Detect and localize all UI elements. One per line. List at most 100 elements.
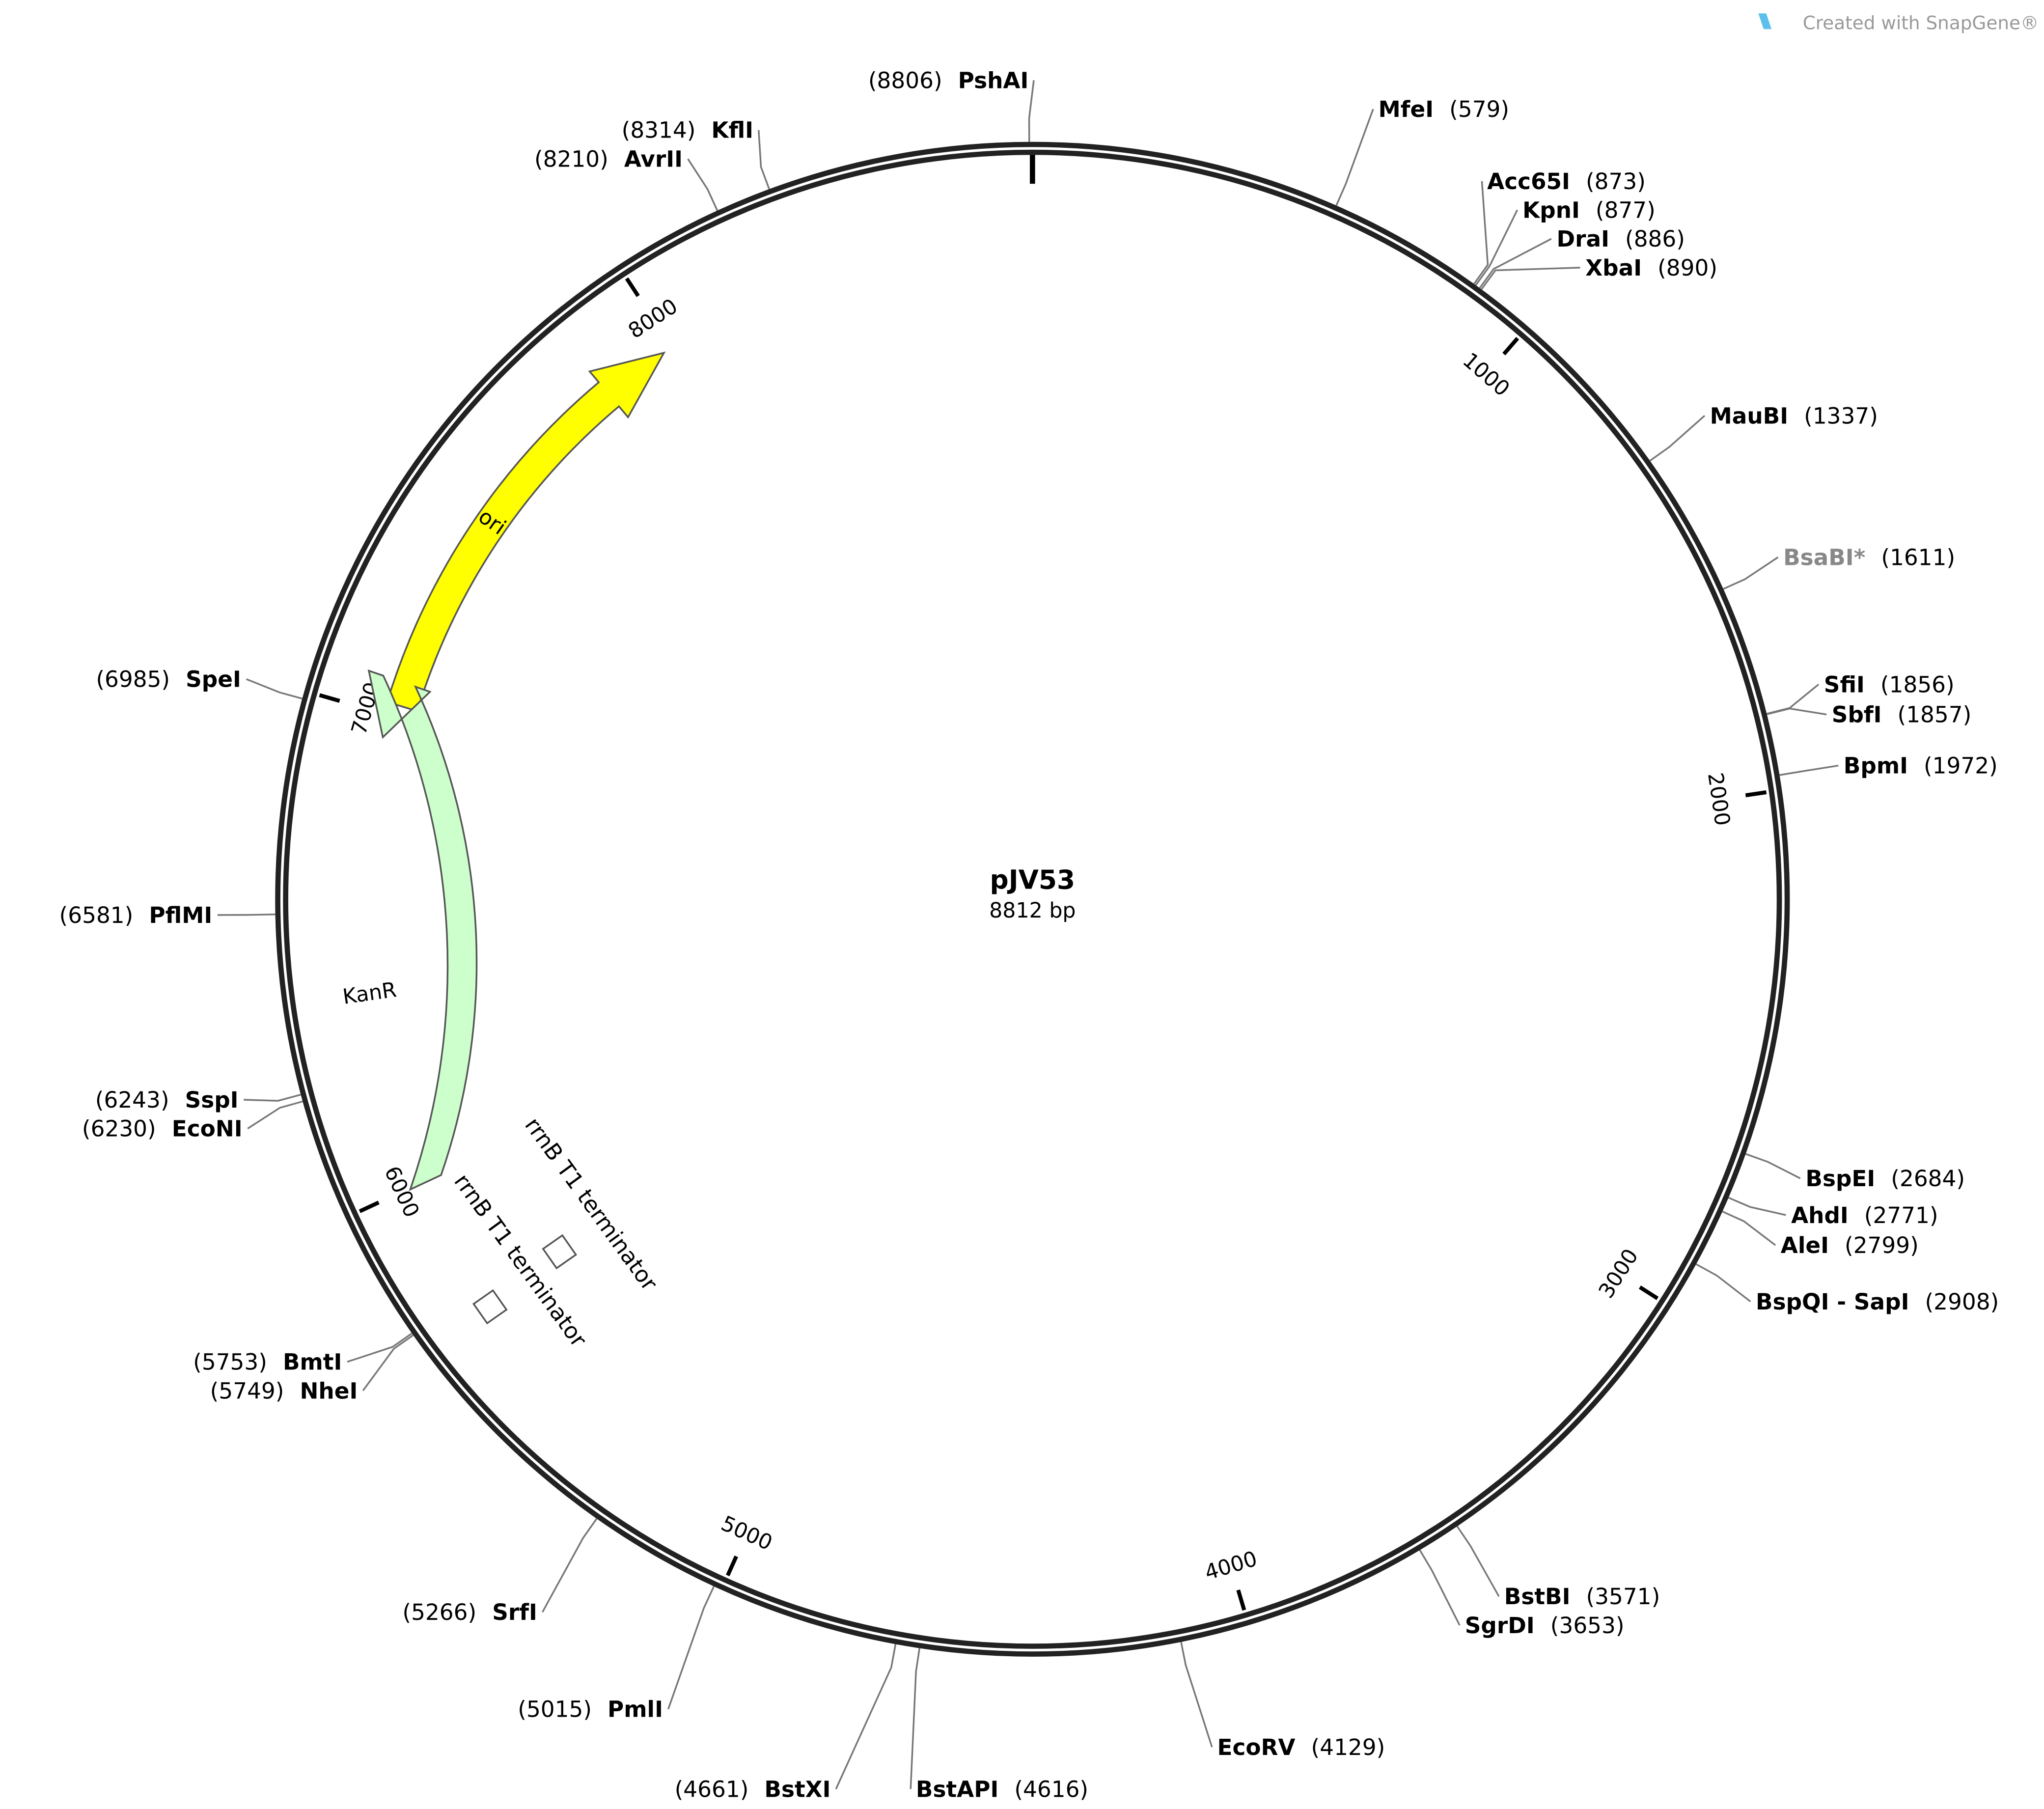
- site-label: BstBI (3571): [1504, 1584, 1660, 1610]
- site-position: (886): [1625, 226, 1685, 252]
- site-name: AhdI: [1791, 1202, 1849, 1228]
- site-name: SbfI: [1832, 702, 1882, 728]
- site-leader: [1779, 764, 1839, 776]
- tick-label: 3000: [1594, 1245, 1644, 1303]
- site-leader: [362, 1334, 414, 1392]
- site-leader: [687, 158, 718, 211]
- site-leader: [1695, 1263, 1751, 1303]
- site-leader: [1028, 80, 1035, 142]
- site-label: KpnI (877): [1522, 197, 1656, 223]
- site-leader: [1479, 238, 1552, 289]
- site-position: (6230): [82, 1116, 156, 1142]
- terminator: [542, 1234, 578, 1270]
- site-position: (2684): [1891, 1166, 1965, 1192]
- site-leader: [1649, 415, 1706, 462]
- site-name: SpeI: [186, 667, 241, 693]
- site-name: BstAPI: [916, 1776, 998, 1802]
- tick-label: 8000: [624, 294, 682, 343]
- site-name: SgrDI: [1465, 1613, 1535, 1639]
- site-leader: [1335, 109, 1374, 206]
- site-position: (4661): [675, 1776, 749, 1802]
- site-label: (6243) SspI: [95, 1087, 239, 1113]
- site-position: (1857): [1898, 702, 1972, 728]
- site-leader: [246, 678, 303, 700]
- site-leader: [542, 1518, 598, 1613]
- site-position: (579): [1449, 96, 1509, 122]
- site-position: (6985): [96, 667, 170, 693]
- site-label: AhdI (2771): [1791, 1202, 1938, 1228]
- site-leader: [758, 130, 770, 190]
- tick: [1502, 337, 1519, 356]
- site-position: (3571): [1586, 1584, 1660, 1610]
- site-position: (1972): [1924, 753, 1998, 779]
- site-label: (5749) NheI: [210, 1378, 358, 1404]
- site-label: (8806) PshAI: [868, 67, 1028, 93]
- site-position: (890): [1657, 255, 1717, 281]
- site-name: BspQI - SapI: [1756, 1289, 1909, 1315]
- site-label: DraI (886): [1557, 226, 1685, 252]
- site-leader: [1419, 1550, 1461, 1626]
- site-leader: [1745, 1153, 1801, 1179]
- site-leader: [247, 1100, 303, 1130]
- site-name: AvrII: [624, 146, 683, 172]
- site-position: (2908): [1925, 1289, 1999, 1315]
- site-position: (4616): [1014, 1776, 1088, 1802]
- site-leader: [910, 1648, 921, 1789]
- site-label: SbfI (1857): [1832, 702, 1972, 728]
- feature-label: KanR: [341, 977, 398, 1009]
- site-leader: [1481, 267, 1580, 290]
- site-name: MauBI: [1710, 403, 1788, 429]
- site-label: (5015) PmlI: [518, 1697, 663, 1723]
- tick-label: 2000: [1703, 771, 1735, 828]
- site-name: BspEI: [1805, 1166, 1875, 1192]
- site-position: (6243): [95, 1087, 169, 1113]
- site-name: SrfI: [492, 1599, 537, 1625]
- site-label: MfeI (579): [1379, 96, 1509, 122]
- site-name: Acc65I: [1487, 168, 1570, 195]
- site-label: BstAPI (4616): [916, 1776, 1088, 1802]
- site-label: AleI (2799): [1781, 1232, 1919, 1258]
- feature-arrow: [386, 351, 666, 712]
- site-leader: [1767, 707, 1827, 716]
- site-name: BsaBI*: [1783, 545, 1865, 571]
- site-leader: [1722, 1211, 1776, 1246]
- site-name: KpnI: [1522, 197, 1580, 223]
- terminator: [472, 1289, 508, 1325]
- tick: [1638, 1285, 1659, 1300]
- site-leader: [1723, 557, 1779, 590]
- site-position: (5753): [193, 1349, 267, 1375]
- site-label: (6230) EcoNI: [82, 1116, 243, 1142]
- site-position: (877): [1596, 197, 1656, 223]
- site-name: BmtI: [283, 1349, 342, 1375]
- site-leader: [1180, 1642, 1213, 1748]
- site-label: EcoRV (4129): [1217, 1734, 1385, 1760]
- site-label: XbaI (890): [1585, 255, 1717, 281]
- tick: [1745, 790, 1767, 798]
- site-position: (1337): [1804, 403, 1878, 429]
- site-name: DraI: [1557, 226, 1609, 252]
- site-name: BpmI: [1844, 753, 1908, 779]
- site-leader: [667, 1586, 715, 1710]
- site-position: (2799): [1845, 1232, 1919, 1258]
- site-label: (6581) PflMI: [59, 902, 213, 928]
- tick: [1236, 1589, 1246, 1611]
- site-position: (8806): [868, 67, 942, 93]
- site-leader: [244, 1094, 301, 1102]
- site-position: (1856): [1880, 671, 1955, 697]
- site-name: NheI: [300, 1378, 358, 1404]
- site-label: (6985) SpeI: [96, 667, 241, 693]
- site-name: BstXI: [764, 1776, 830, 1802]
- site-label: SfiI (1856): [1824, 671, 1955, 697]
- feature-arrow: [367, 669, 478, 1191]
- site-label: SgrDI (3653): [1465, 1613, 1625, 1639]
- site-label: BsaBI* (1611): [1783, 545, 1955, 571]
- site-position: (5749): [210, 1378, 284, 1404]
- site-name: EcoNI: [172, 1116, 243, 1142]
- tick: [359, 1200, 380, 1213]
- site-position: (873): [1586, 168, 1646, 195]
- site-position: (5266): [402, 1599, 476, 1625]
- site-name: SspI: [185, 1087, 239, 1113]
- site-label: BspEI (2684): [1805, 1166, 1965, 1192]
- site-name: KflI: [711, 117, 753, 143]
